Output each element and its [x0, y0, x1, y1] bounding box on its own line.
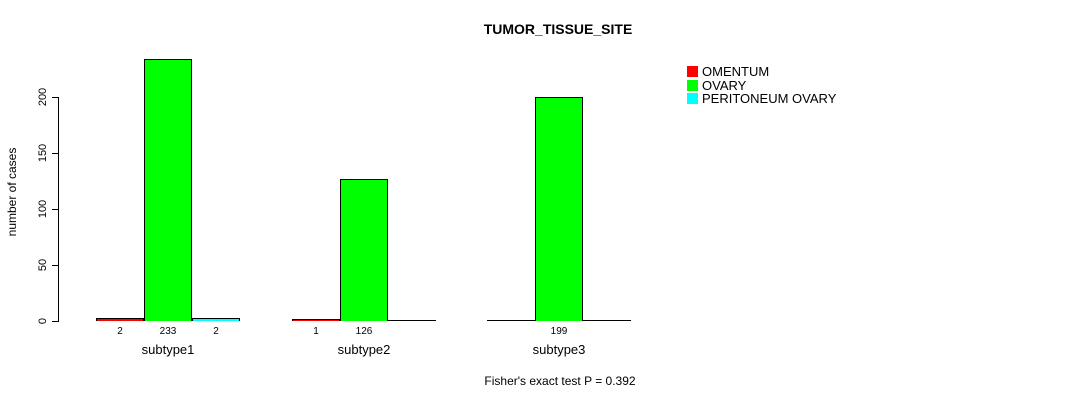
- bar: [96, 318, 144, 321]
- bar: [292, 319, 340, 321]
- y-axis-title: number of cases: [5, 147, 19, 237]
- ovary-swatch: [687, 79, 698, 91]
- y-axis-tick: [52, 265, 58, 266]
- peritoneum-ovary-swatch: [687, 93, 698, 104]
- bar-value-label: 1: [313, 326, 319, 337]
- omentum-swatch: [687, 66, 698, 77]
- bar: [340, 179, 388, 321]
- y-axis-tick: [52, 321, 58, 322]
- bar-value-label: 2: [117, 326, 123, 337]
- legend-item: PERITONEUM OVARY: [687, 91, 837, 106]
- legend-item: OMENTUM: [687, 64, 770, 79]
- y-axis-tick: [52, 153, 58, 154]
- bar-value-label: 2: [213, 326, 219, 337]
- category-label: subtype2: [337, 342, 391, 357]
- y-axis-tick-label: 50: [37, 258, 49, 272]
- bar: [487, 320, 535, 321]
- y-axis-tick: [52, 209, 58, 210]
- y-axis-line: [58, 97, 59, 322]
- y-axis-tick-label: 0: [37, 317, 49, 325]
- bar: [388, 320, 436, 321]
- bar: [192, 318, 240, 321]
- category-label: subtype1: [141, 342, 195, 357]
- legend-label: OMENTUM: [702, 64, 770, 79]
- bar: [144, 59, 192, 321]
- bar-value-label: 199: [550, 326, 568, 337]
- legend-label: OVARY: [702, 77, 747, 93]
- stats-annotation: Fisher's exact test P = 0.392: [484, 374, 636, 388]
- y-axis-tick-label: 200: [37, 87, 49, 107]
- y-axis-tick-label: 100: [37, 199, 49, 219]
- bar-value-label: 233: [159, 326, 177, 337]
- bar: [583, 320, 631, 321]
- chart-title: TUMOR_TISSUE_SITE: [483, 21, 633, 37]
- legend-label: PERITONEUM OVARY: [702, 91, 837, 106]
- y-axis-tick-label: 150: [37, 143, 49, 163]
- legend-item: OVARY: [687, 77, 747, 93]
- bar-value-label: 126: [355, 326, 373, 337]
- category-label: subtype3: [532, 342, 586, 357]
- bar: [535, 97, 583, 321]
- y-axis-tick: [52, 97, 58, 98]
